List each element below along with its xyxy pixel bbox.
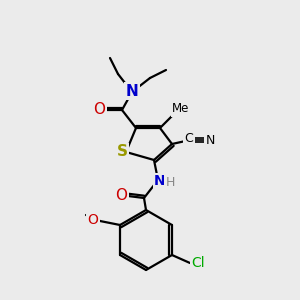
Text: H: H bbox=[165, 176, 175, 190]
Text: Cl: Cl bbox=[191, 256, 205, 270]
Text: N: N bbox=[154, 174, 166, 188]
Text: N: N bbox=[205, 134, 215, 146]
Text: N: N bbox=[126, 83, 138, 98]
Text: C: C bbox=[184, 133, 194, 146]
Text: O: O bbox=[93, 103, 105, 118]
Text: O: O bbox=[115, 188, 127, 203]
Text: S: S bbox=[116, 145, 128, 160]
Text: O: O bbox=[88, 213, 98, 227]
Text: Me: Me bbox=[172, 103, 190, 116]
